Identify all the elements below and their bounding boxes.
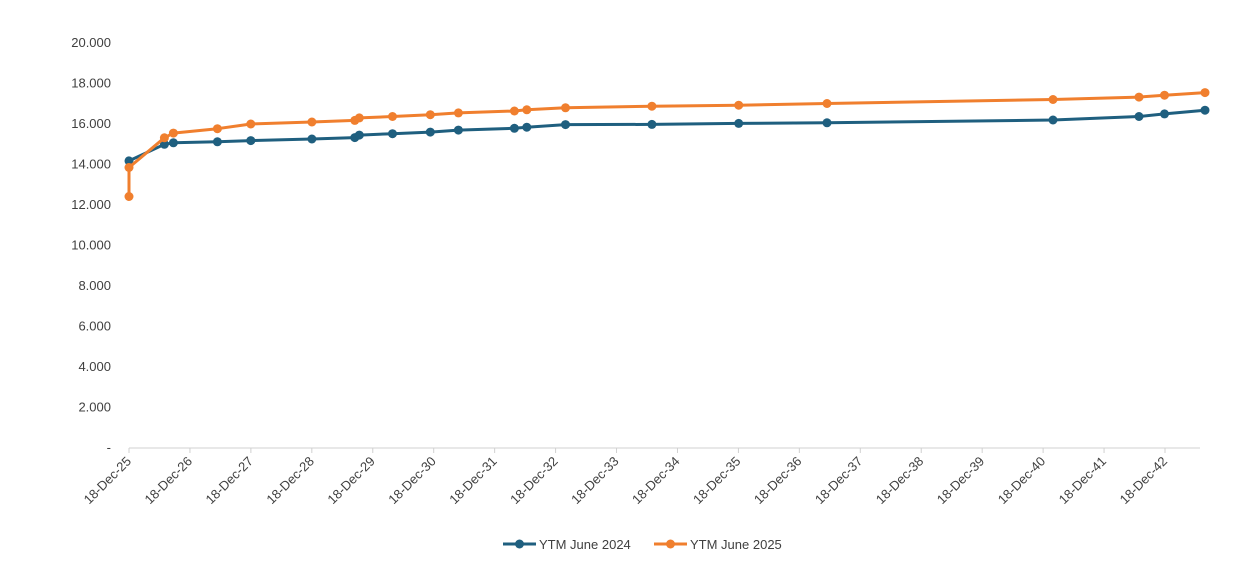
data-point bbox=[307, 117, 317, 127]
data-point bbox=[1200, 105, 1210, 115]
data-point bbox=[124, 156, 134, 166]
data-point bbox=[509, 123, 519, 133]
x-tick-label: 18-Dec-35 bbox=[690, 454, 744, 508]
data-point bbox=[307, 134, 317, 144]
data-point bbox=[822, 118, 832, 128]
series-2 bbox=[124, 88, 1210, 201]
y-tick-label: - bbox=[107, 440, 111, 455]
data-point bbox=[212, 124, 222, 134]
legend-item: YTM June 2025 bbox=[654, 537, 782, 552]
data-point bbox=[1048, 115, 1058, 125]
data-point bbox=[1134, 92, 1144, 102]
x-tick-label: 18-Dec-29 bbox=[324, 454, 378, 508]
y-tick-label: 20.000 bbox=[71, 35, 111, 50]
data-point bbox=[168, 138, 178, 148]
data-point bbox=[124, 163, 134, 172]
data-point bbox=[734, 100, 744, 110]
data-point bbox=[159, 139, 169, 149]
data-point bbox=[124, 192, 134, 201]
y-axis: - 2.000 4.000 6.000 8.000 10.000 12.000 14.000 1… bbox=[71, 35, 111, 455]
data-point bbox=[354, 113, 364, 123]
data-point bbox=[168, 128, 178, 138]
data-point bbox=[522, 122, 532, 132]
series-line bbox=[127, 91, 1206, 197]
data-point bbox=[1048, 95, 1058, 104]
x-axis: 18-Dec-25 18-Dec-26 18-Dec-27 18-Dec-28 18-D… bbox=[81, 447, 1200, 508]
x-tick-label: 18-Dec-31 bbox=[446, 454, 500, 508]
y-tick-label: 6.000 bbox=[78, 319, 111, 334]
data-point bbox=[388, 129, 397, 139]
series-layer bbox=[124, 88, 1210, 201]
x-tick-label: 18-Dec-41 bbox=[1056, 454, 1110, 508]
data-point bbox=[212, 137, 222, 147]
data-point bbox=[354, 130, 364, 140]
legend-label: YTM June 2024 bbox=[539, 537, 631, 552]
data-point bbox=[647, 119, 657, 129]
legend-swatch-marker bbox=[666, 539, 675, 549]
x-tick-label: 18-Dec-25 bbox=[81, 454, 135, 508]
x-tick-label: 18-Dec-34 bbox=[629, 454, 683, 508]
data-point bbox=[647, 101, 657, 111]
legend: YTM June 2024 YTM June 2025 bbox=[503, 537, 782, 552]
y-tick-label: 18.000 bbox=[71, 76, 111, 91]
legend-item: YTM June 2024 bbox=[503, 537, 631, 552]
x-tick-label: 18-Dec-26 bbox=[142, 454, 196, 508]
data-point bbox=[1160, 109, 1169, 119]
data-point bbox=[1200, 88, 1210, 98]
x-tick-label: 18-Dec-27 bbox=[202, 454, 256, 508]
series-1 bbox=[124, 105, 1210, 166]
y-tick-label: 8.000 bbox=[78, 278, 111, 293]
x-tick-label: 18-Dec-32 bbox=[507, 454, 561, 508]
x-tick-label: 18-Dec-33 bbox=[568, 454, 622, 508]
x-tick-label: 18-Dec-30 bbox=[385, 454, 439, 508]
data-point bbox=[425, 110, 435, 120]
data-point bbox=[561, 120, 570, 130]
x-tick-label: 18-Dec-42 bbox=[1117, 454, 1171, 508]
data-point bbox=[522, 105, 532, 115]
x-tick-label: 18-Dec-37 bbox=[812, 454, 866, 508]
data-point bbox=[159, 133, 169, 143]
legend-label: YTM June 2025 bbox=[690, 537, 782, 552]
series-line bbox=[128, 108, 1206, 163]
data-point bbox=[509, 106, 519, 116]
x-tick-label: 18-Dec-36 bbox=[751, 454, 805, 508]
y-tick-label: 10.000 bbox=[71, 238, 111, 253]
data-point bbox=[246, 136, 256, 146]
y-tick-label: 16.000 bbox=[71, 116, 111, 131]
data-point bbox=[1134, 112, 1144, 121]
y-tick-label: 14.000 bbox=[71, 157, 111, 172]
x-tick-label: 18-Dec-38 bbox=[873, 454, 927, 508]
y-tick-label: 4.000 bbox=[78, 359, 111, 374]
data-point bbox=[561, 103, 570, 113]
y-tick-label: 12.000 bbox=[71, 197, 111, 212]
data-point bbox=[734, 118, 744, 128]
data-point bbox=[425, 127, 435, 137]
legend-swatch-marker bbox=[515, 539, 524, 549]
x-tick-label: 18-Dec-28 bbox=[263, 454, 317, 508]
y-tick-label: 2.000 bbox=[78, 400, 111, 415]
x-tick-label: 18-Dec-39 bbox=[934, 454, 988, 508]
data-point bbox=[388, 112, 397, 121]
data-point bbox=[822, 99, 832, 108]
data-point bbox=[1160, 90, 1169, 100]
x-tick-label: 18-Dec-40 bbox=[995, 454, 1049, 508]
data-point bbox=[453, 108, 463, 118]
data-point bbox=[453, 125, 463, 135]
data-point bbox=[246, 119, 256, 129]
